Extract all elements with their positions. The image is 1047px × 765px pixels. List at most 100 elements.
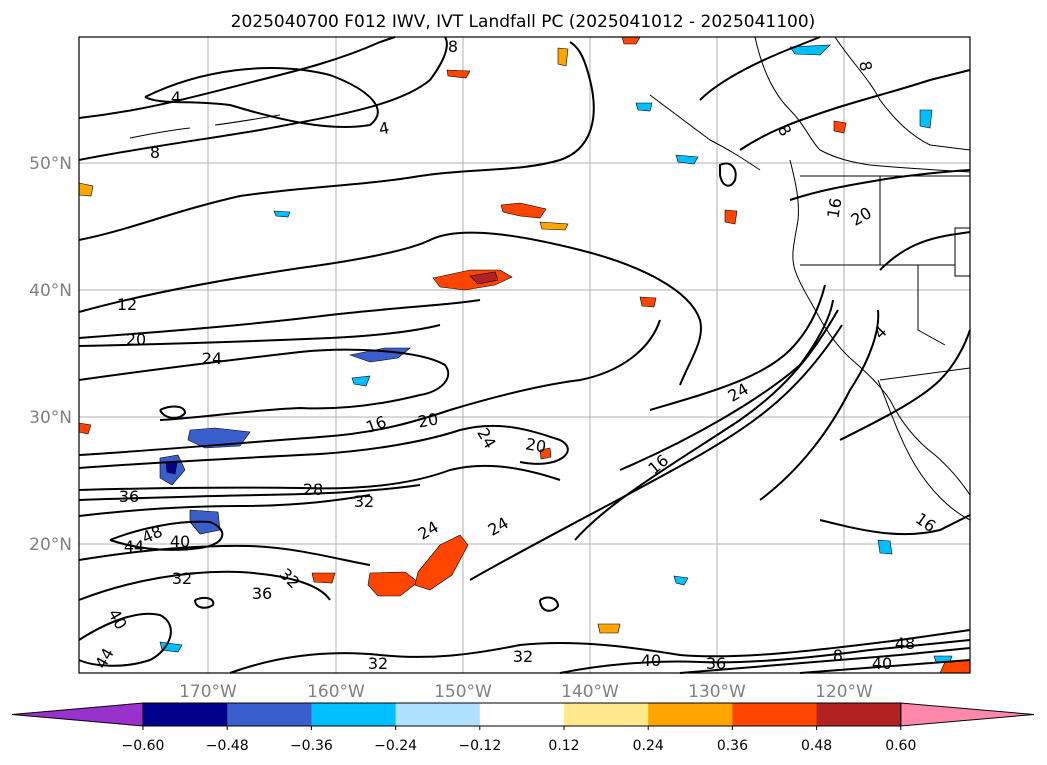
- shade-patch-pos: [469, 271, 499, 285]
- map-frame: [78, 36, 971, 674]
- figure-title: 2025040700 F012 IWV, IVT Landfall PC (20…: [231, 12, 816, 32]
- shade-patch-pos: [597, 623, 621, 634]
- shade-patch-neg: [675, 154, 699, 165]
- graticule: [79, 37, 970, 673]
- shade-patch-neg: [159, 641, 183, 653]
- contour-label: 48: [895, 634, 915, 653]
- coastline: [129, 114, 281, 139]
- contour-label: 24: [202, 349, 222, 368]
- contour-line: [144, 67, 379, 129]
- shade-patch-pos: [539, 447, 552, 460]
- contour-line: [679, 647, 971, 674]
- contour-line: [574, 309, 839, 541]
- colorbar-tick-label: −0.24: [374, 738, 417, 754]
- contour-line: [879, 231, 971, 271]
- colorbar-tick-label: 0.12: [548, 738, 579, 754]
- contour-label: 44: [124, 537, 144, 556]
- contour-line: [78, 36, 396, 119]
- colorbar-frame: [142, 702, 902, 727]
- lon-tick-label: 150°W: [434, 682, 492, 702]
- contour-line: [559, 639, 971, 674]
- contour-label: 36: [252, 584, 272, 603]
- colorbar-segment: [564, 703, 649, 726]
- contour-line: [78, 319, 661, 456]
- contour-line: [78, 424, 569, 469]
- lon-tick-label: 170°W: [179, 682, 237, 702]
- contour-line: [78, 36, 448, 161]
- contour-label: 20: [416, 409, 439, 431]
- contour-label: 8: [833, 646, 843, 665]
- shade-patch-pos: [639, 296, 657, 308]
- contour-label: 32: [368, 654, 388, 673]
- contour-line: [799, 659, 971, 674]
- shade-patch-neg: [165, 461, 178, 475]
- coastline: [789, 159, 971, 496]
- colorbar-tick-label: 0.24: [633, 738, 664, 754]
- shade-patch-pos: [539, 221, 569, 231]
- contour-line: [759, 309, 880, 501]
- contour-label: 20: [126, 330, 146, 349]
- contour-line: [819, 514, 971, 536]
- contour-label: 4: [171, 88, 181, 107]
- contour-label: 16: [823, 196, 845, 219]
- shade-patch-neg: [789, 44, 831, 56]
- shade-patch-pos: [367, 571, 419, 597]
- shade-patch-pos: [311, 572, 336, 584]
- colorbar-segment: [732, 703, 818, 726]
- contour-label: 4: [377, 118, 390, 138]
- contour-line: [739, 69, 971, 151]
- shade-patch-neg: [919, 109, 933, 129]
- shade-patch-pos: [500, 202, 547, 219]
- shade-patch-pos: [724, 209, 738, 225]
- colorbar-tick-label: 0.48: [801, 738, 832, 754]
- contour-line: [109, 520, 224, 551]
- shade-patch-neg: [877, 539, 893, 555]
- colorbar-extend-low: [11, 702, 144, 727]
- colorbar-segment: [227, 703, 312, 726]
- contour-line: [469, 324, 843, 581]
- latitude-tick-labels: 50°N 40°N 30°N 20°N: [29, 154, 72, 555]
- contour-line: [78, 494, 371, 517]
- contour-line: [78, 464, 561, 491]
- colorbar-tick-label: −0.36: [290, 738, 333, 754]
- contour-line: [194, 596, 215, 609]
- shade-patch-neg: [673, 575, 689, 586]
- negative-shading: [159, 44, 953, 663]
- colorbar-tick-label: −0.48: [206, 738, 249, 754]
- coastline: [834, 36, 971, 151]
- colorbar: −0.60 −0.48 −0.36 −0.24 −0.12 0.12 0.24 0.36 0.4…: [11, 702, 1035, 754]
- colorbar-extend-high: [900, 702, 1035, 727]
- colorbar-segment: [143, 703, 228, 726]
- colorbar-segment: [311, 703, 397, 726]
- contour-line: [839, 329, 971, 441]
- contour-line: [539, 596, 560, 612]
- shade-patch-neg: [351, 375, 371, 387]
- contour-line: [699, 36, 821, 101]
- contour-label: 8: [150, 143, 160, 162]
- shade-patch-pos: [833, 120, 847, 134]
- coastline: [877, 379, 971, 521]
- colorbar-tick-label: 0.60: [885, 738, 916, 754]
- contour-label: 32: [354, 492, 374, 511]
- colorbar-segment: [479, 703, 565, 726]
- state-border: [879, 367, 971, 381]
- shade-patch-pos: [446, 69, 471, 79]
- contour-line: [78, 299, 481, 339]
- state-border: [917, 265, 946, 346]
- shade-patch-pos: [557, 47, 569, 67]
- lat-tick-label: 50°N: [29, 154, 72, 174]
- contour-label: 8: [448, 37, 458, 56]
- contour-line: [78, 484, 421, 501]
- contour-line: [78, 544, 371, 566]
- contour-line: [78, 570, 331, 601]
- contour-line: [159, 405, 187, 419]
- positive-shading: [78, 36, 971, 674]
- contour-label: 32: [172, 569, 192, 588]
- colorbar-tick-label: 0.36: [717, 738, 748, 754]
- contour-label: 32: [513, 647, 533, 666]
- colorbar-tick-label: −0.60: [122, 738, 165, 754]
- contour-label: 40: [641, 651, 661, 670]
- shade-patch-neg: [273, 210, 291, 218]
- colorbar-segment: [816, 703, 902, 726]
